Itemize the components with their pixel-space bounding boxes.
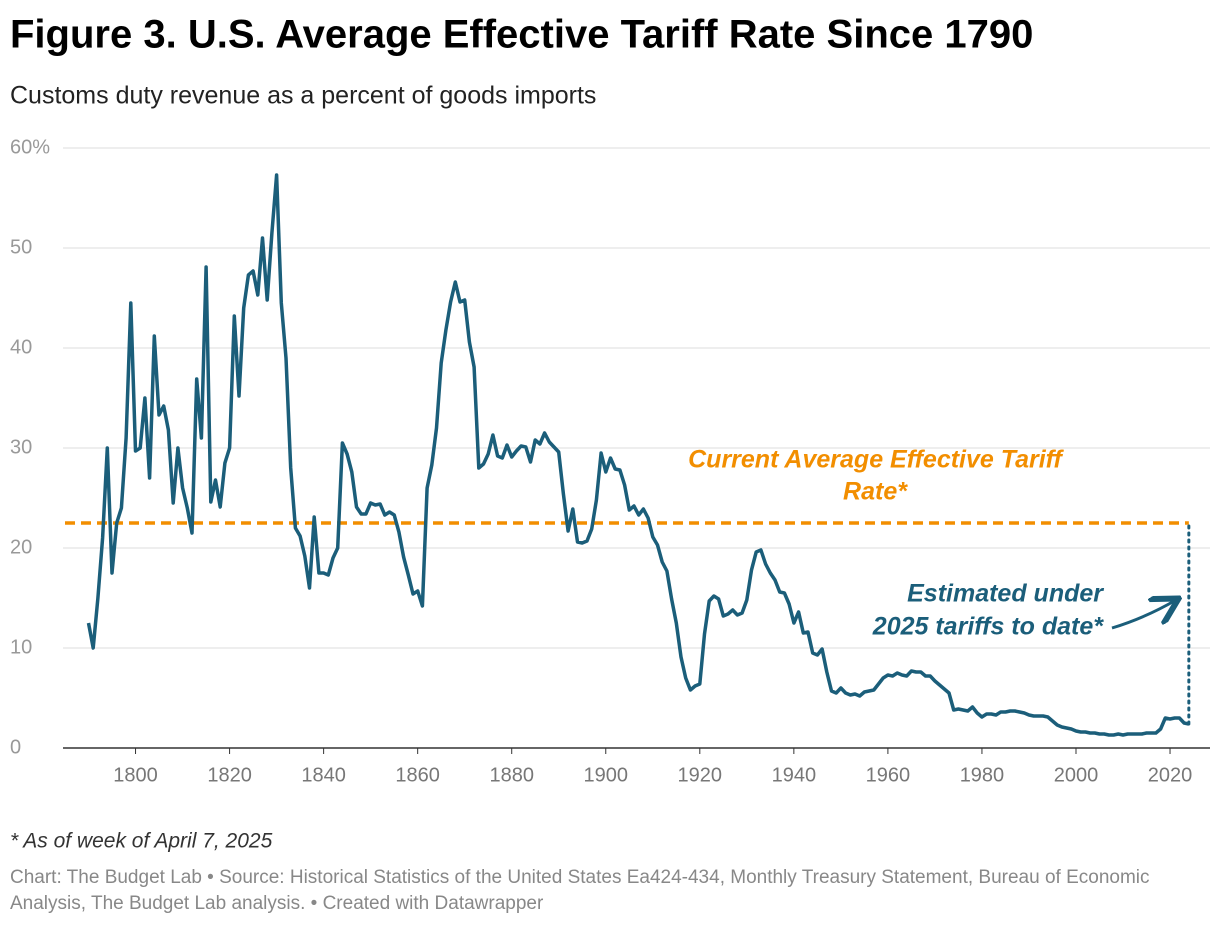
x-tick-label: 1800 (113, 764, 158, 786)
y-tick-label: 60% (10, 136, 50, 158)
y-tick-label: 0 (10, 736, 21, 758)
x-tick-label: 1880 (489, 764, 534, 786)
x-tick-label: 1900 (584, 764, 629, 786)
y-tick-label: 30 (10, 436, 32, 458)
y-tick-label: 50 (10, 236, 32, 258)
chart-subtitle: Customs duty revenue as a percent of goo… (10, 82, 596, 110)
y-tick-label: 10 (10, 636, 32, 658)
x-tick-label: 1960 (866, 764, 911, 786)
y-tick-label: 20 (10, 536, 32, 558)
y-tick-label: 40 (10, 336, 32, 358)
source: Chart: The Budget Lab • Source: Historic… (10, 867, 1150, 914)
chart-title: Figure 3. U.S. Average Effective Tariff … (10, 13, 1033, 57)
x-tick-label: 1980 (960, 764, 1005, 786)
footnote: * As of week of April 7, 2025 (10, 830, 273, 853)
x-tick-label: 1940 (772, 764, 817, 786)
x-tick-label: 1920 (678, 764, 723, 786)
annotation-arrow (1111, 600, 1176, 630)
x-tick-label: 1860 (395, 764, 440, 786)
reference-label: Current Average Effective Tariff (688, 446, 1064, 474)
x-tick-label: 2000 (1054, 764, 1099, 786)
x-tick-label: 1820 (207, 764, 252, 786)
x-tick-label: 2020 (1148, 764, 1193, 786)
x-tick-label: 1840 (301, 764, 346, 786)
annotation: 2025 tariffs to date* (872, 613, 1104, 641)
reference-label: Rate* (843, 478, 908, 506)
data-line (86, 173, 1190, 737)
annotation: Estimated under (907, 580, 1104, 608)
